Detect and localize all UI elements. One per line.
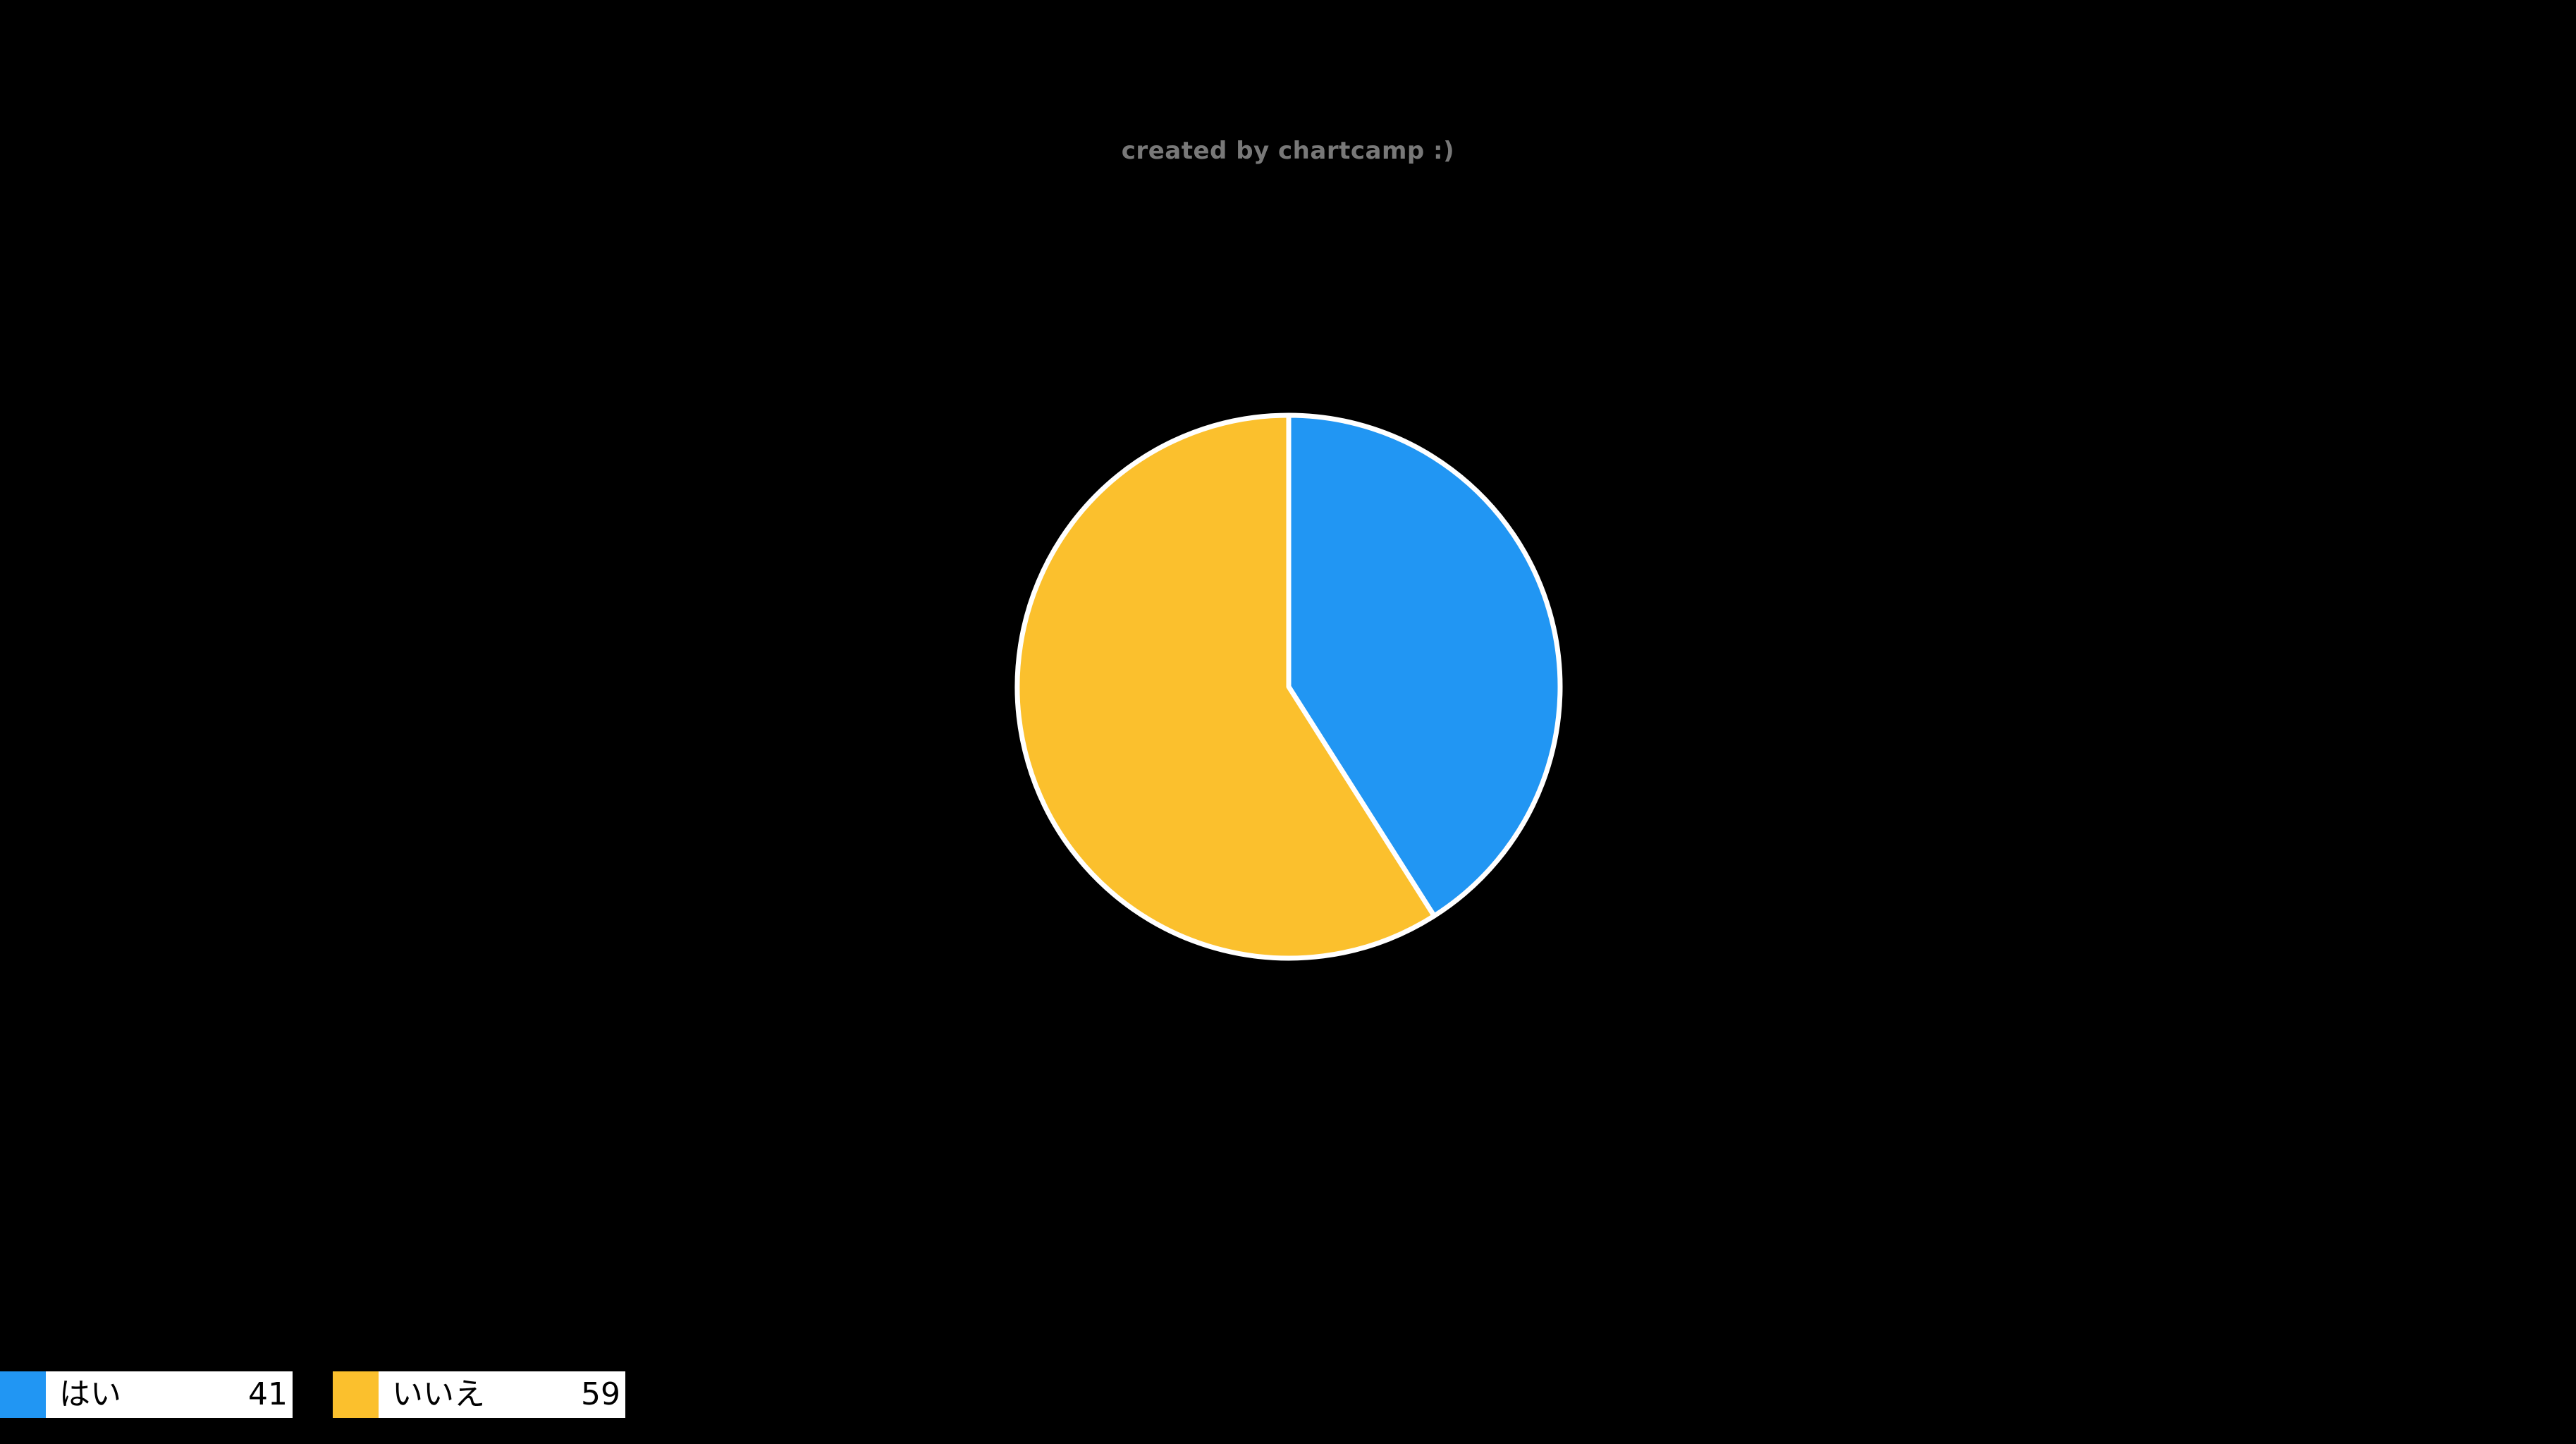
legend-item-yes: はい 41 [0,1371,293,1418]
legend-label: いいえ [392,1376,485,1412]
legend-swatch-blue-icon [0,1371,46,1418]
legend-value: 41 [248,1376,288,1412]
attribution-text: created by chartcamp :) [1121,137,1455,165]
legend: はい 41 いいえ 59 [0,1371,625,1418]
legend-swatch-yellow-icon [333,1371,379,1418]
legend-box: はい 41 [46,1371,293,1418]
pie-slice-いいえ [1014,412,1437,961]
legend-item-no: いいえ 59 [333,1371,625,1418]
legend-label: はい [59,1376,121,1412]
pie-chart [1014,412,1563,961]
legend-value: 59 [581,1376,620,1412]
legend-box: いいえ 59 [379,1371,625,1418]
